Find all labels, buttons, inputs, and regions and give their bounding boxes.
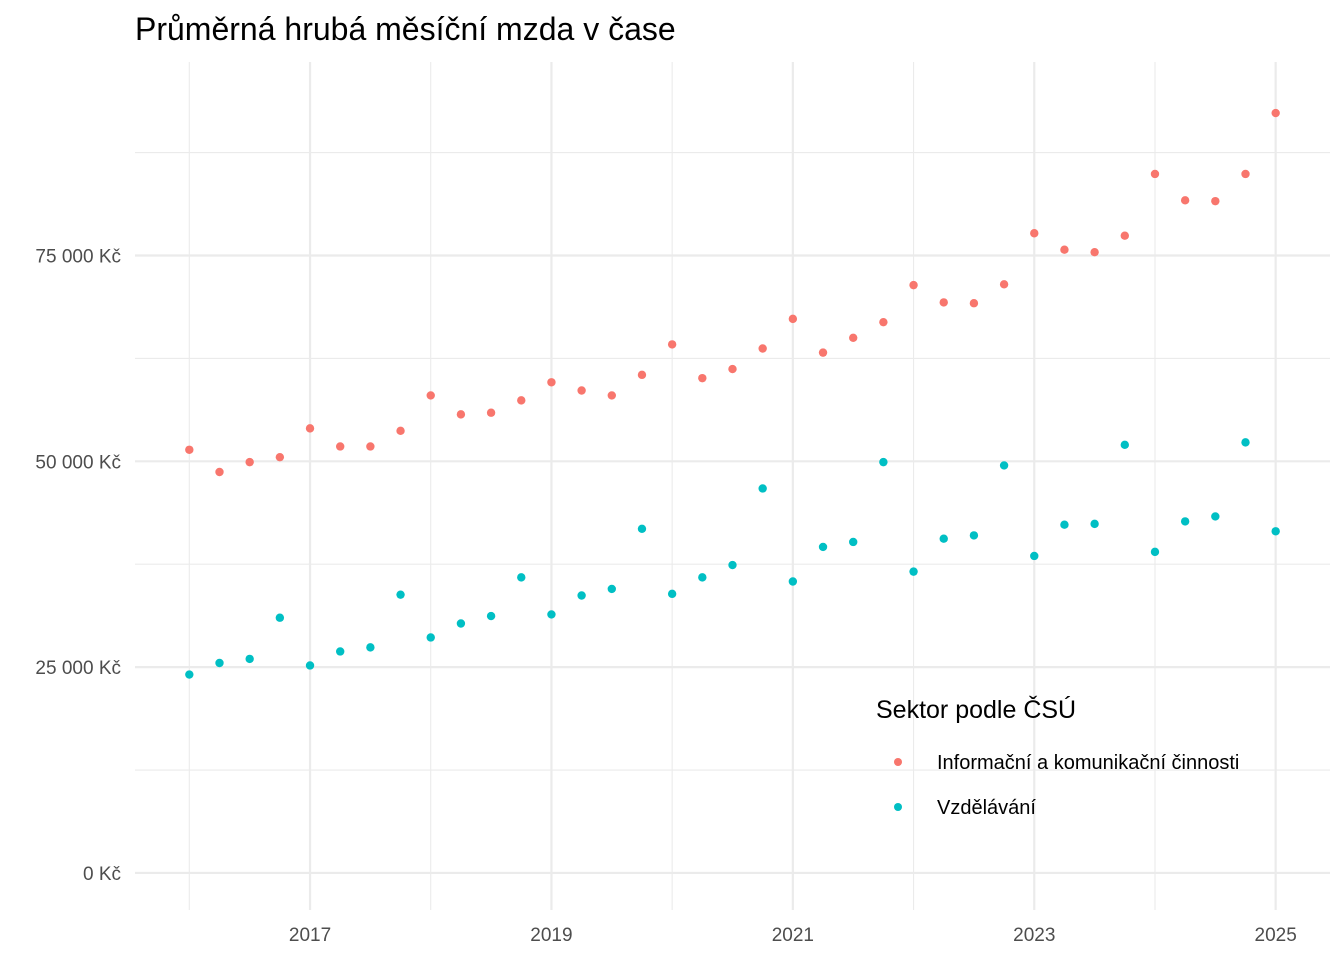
legend-key-ict <box>894 758 902 766</box>
data-point <box>1150 547 1160 557</box>
data-point <box>396 426 405 436</box>
data-point <box>486 611 496 621</box>
data-point <box>517 573 526 582</box>
legend: Sektor podle ČSÚ Informační a komunikačn… <box>876 695 1239 819</box>
data-point <box>637 524 647 534</box>
data-point <box>1241 438 1250 447</box>
data-point <box>275 613 285 622</box>
legend-title: Sektor podle ČSÚ <box>876 695 1076 724</box>
data-point <box>426 391 435 400</box>
data-point <box>1271 527 1280 536</box>
data-point <box>336 442 345 451</box>
x-tick-label: 2025 <box>1255 925 1297 946</box>
y-tick-label: 50 000 Kč <box>35 452 121 473</box>
data-point <box>547 610 556 619</box>
data-point <box>607 391 616 400</box>
data-point <box>698 373 707 383</box>
data-point <box>1030 551 1039 561</box>
x-tick-label: 2019 <box>530 925 572 946</box>
data-point <box>396 590 405 599</box>
x-tick-label: 2021 <box>772 925 814 946</box>
x-tick-label: 2023 <box>1013 925 1055 946</box>
data-point <box>185 445 194 454</box>
data-point <box>909 280 918 290</box>
data-point <box>366 643 375 652</box>
data-point <box>1030 229 1039 238</box>
data-point <box>245 457 254 467</box>
data-point <box>577 386 586 395</box>
data-point <box>788 577 798 586</box>
data-point <box>1241 169 1250 179</box>
legend-key-education <box>894 803 902 811</box>
data-point <box>1090 519 1099 529</box>
data-point <box>1120 440 1129 450</box>
data-point <box>1090 247 1099 257</box>
data-point <box>456 410 466 419</box>
data-point <box>637 370 647 380</box>
y-axis-ticks: 0 Kč 25 000 Kč 50 000 Kč 75 000 Kč <box>35 246 121 884</box>
data-point <box>939 298 948 307</box>
data-point <box>1060 520 1069 529</box>
series-ict <box>185 108 1280 477</box>
y-tick-label: 25 000 Kč <box>35 658 121 679</box>
data-point <box>698 573 707 582</box>
data-point <box>305 424 315 433</box>
data-point <box>758 484 767 493</box>
data-point <box>1271 108 1280 118</box>
data-point <box>185 670 194 679</box>
x-tick-label: 2017 <box>289 925 331 946</box>
legend-label-ict: Informační a komunikační činnosti <box>937 752 1239 774</box>
data-point <box>426 633 435 642</box>
data-point <box>577 591 586 600</box>
data-point <box>909 567 918 576</box>
grid <box>135 62 1330 910</box>
data-point <box>849 537 858 547</box>
data-point <box>667 340 677 349</box>
data-point <box>305 661 315 670</box>
data-point <box>1211 196 1220 206</box>
data-point <box>547 378 556 387</box>
data-point <box>336 647 345 656</box>
data-point <box>1180 517 1190 526</box>
data-point <box>215 658 224 668</box>
data-point <box>1120 231 1129 240</box>
data-point <box>818 348 828 357</box>
data-point <box>758 344 767 353</box>
legend-label-education: Vzdělávání <box>937 797 1036 819</box>
chart-title: Průměrná hrubá měsíční mzda v čase <box>135 11 676 47</box>
data-point <box>245 654 254 664</box>
y-tick-label: 75 000 Kč <box>35 246 121 267</box>
data-points <box>185 108 1280 679</box>
data-point <box>275 452 285 462</box>
x-axis-ticks: 2017 2019 2021 2023 2025 <box>289 925 1297 946</box>
data-point <box>788 314 798 324</box>
data-point <box>667 589 677 599</box>
data-point <box>607 584 616 594</box>
data-point <box>939 534 948 543</box>
data-point <box>969 299 979 308</box>
data-point <box>728 364 737 374</box>
data-point <box>215 467 224 477</box>
data-point <box>1060 245 1069 254</box>
data-point <box>486 408 496 417</box>
data-point <box>728 560 737 570</box>
data-point <box>879 317 888 327</box>
data-point <box>456 619 466 628</box>
y-tick-label: 0 Kč <box>83 864 121 885</box>
data-point <box>849 333 858 343</box>
data-point <box>999 280 1009 289</box>
data-point <box>366 442 375 451</box>
data-point <box>999 461 1009 470</box>
data-point <box>879 457 888 467</box>
data-point <box>1150 169 1160 179</box>
data-point <box>818 542 828 552</box>
series-education <box>185 438 1280 679</box>
data-point <box>969 531 979 540</box>
data-point <box>1211 512 1220 521</box>
data-point <box>517 396 526 405</box>
data-point <box>1180 196 1190 205</box>
